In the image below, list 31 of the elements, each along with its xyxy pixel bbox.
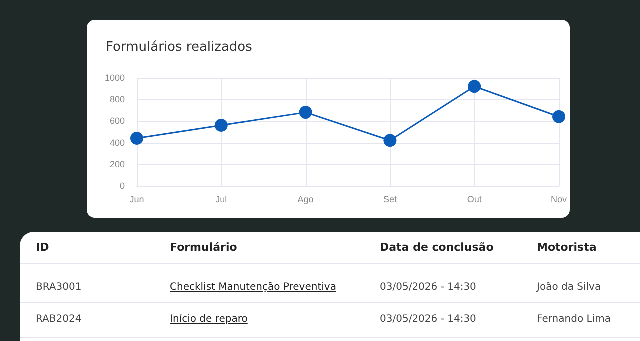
x-tick-label: Ago — [298, 194, 314, 204]
point — [384, 134, 397, 148]
text: Checklist Manutenção Preventiva — [170, 281, 336, 295]
text: BRA3001 — [36, 281, 82, 295]
y-tick-label: 1000 — [104, 73, 125, 83]
text: ID — [36, 240, 50, 256]
x-tick-label: Out — [467, 194, 482, 204]
text: Início de reparo — [170, 313, 248, 327]
y-tick-label: 0 — [120, 181, 125, 191]
text: 03/05/2026 - 14:30 — [380, 281, 476, 295]
text: Data de conclusão — [380, 240, 494, 256]
x-tick-label: Set — [383, 194, 398, 204]
x-tick-label: Nov — [550, 194, 568, 204]
point — [130, 132, 144, 145]
text: Fernando Lima — [537, 313, 611, 327]
y-tick-label: 800 — [110, 94, 125, 105]
text: Motorista — [537, 240, 597, 256]
y-tick-label: 200 — [110, 159, 125, 170]
point — [552, 110, 566, 124]
chart-title: Formulários realizados — [106, 40, 253, 55]
y-tick-label: 600 — [110, 116, 125, 126]
text: RAB2024 — [36, 313, 82, 327]
point — [299, 106, 312, 120]
x-tick-label: Jul — [216, 194, 228, 204]
x-tick-label: Jun — [130, 194, 144, 204]
text: 03/05/2026 - 14:30 — [380, 313, 476, 327]
text: Formulário — [170, 240, 238, 256]
point — [214, 119, 228, 132]
point — [468, 80, 482, 94]
text: João da Silva — [537, 281, 602, 295]
y-tick-label: 400 — [110, 138, 125, 148]
